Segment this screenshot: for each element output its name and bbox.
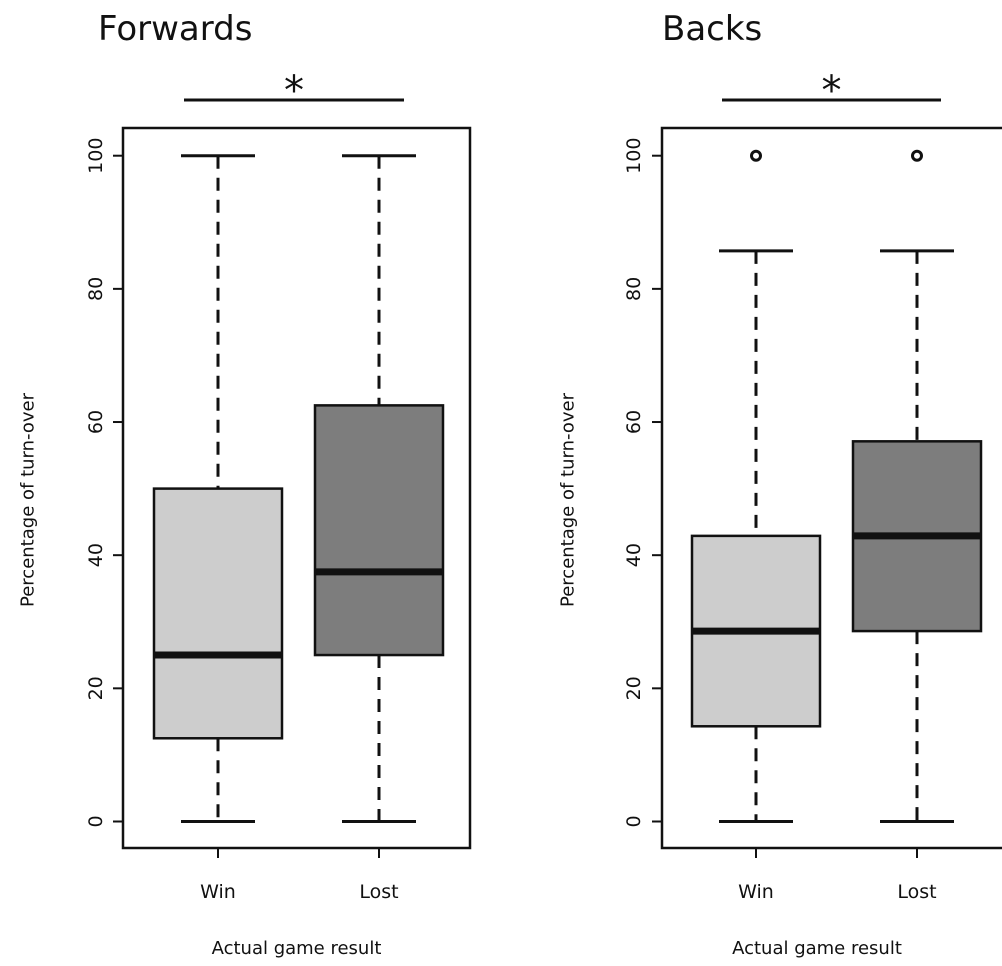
y-tick-label: 40 (85, 543, 107, 567)
box-lost (851, 149, 983, 823)
y-tick-label: 0 (623, 815, 645, 827)
x-axis-label: Actual game result (732, 938, 902, 959)
y-tick-label: 40 (623, 543, 645, 567)
x-tick-label: Win (738, 881, 774, 903)
y-tick-label: 60 (85, 410, 107, 434)
box-win (152, 154, 284, 823)
y-tick-label: 20 (623, 676, 645, 700)
panel-title: Backs (662, 9, 762, 49)
y-tick-label: 80 (623, 277, 645, 301)
box-win (690, 149, 822, 823)
y-tick-label: 80 (85, 277, 107, 301)
outlier-point (911, 149, 923, 162)
significance-marker: * (284, 68, 304, 114)
y-tick-label: 0 (85, 815, 107, 827)
y-axis-label: Percentage of turn-over (18, 392, 39, 607)
box-lost (313, 154, 445, 823)
y-tick-label: 100 (85, 138, 107, 174)
box-iqr (313, 404, 445, 657)
panel-title: Forwards (98, 9, 252, 49)
chart-panel-forwards: Forwards * 0 20 40 60 80 100 Percentage of turn-… (18, 9, 472, 959)
x-tick-label: Lost (897, 881, 936, 903)
y-axis-label: Percentage of turn-over (558, 392, 579, 607)
y-tick-label: 100 (623, 138, 645, 174)
x-tick-label: Win (200, 881, 236, 903)
plot-frame (660, 126, 1002, 850)
box-iqr (152, 487, 284, 740)
x-tick-label: Lost (359, 881, 398, 903)
x-axis-label: Actual game result (212, 938, 382, 959)
significance-marker: * (822, 68, 842, 114)
chart-panel-backs: Backs * 0 20 40 60 80 100 Percentage of turn-ove… (558, 9, 1002, 959)
plot-frame (121, 126, 472, 850)
outlier-point (750, 149, 762, 162)
y-tick-label: 60 (623, 410, 645, 434)
y-tick-label: 20 (85, 676, 107, 700)
